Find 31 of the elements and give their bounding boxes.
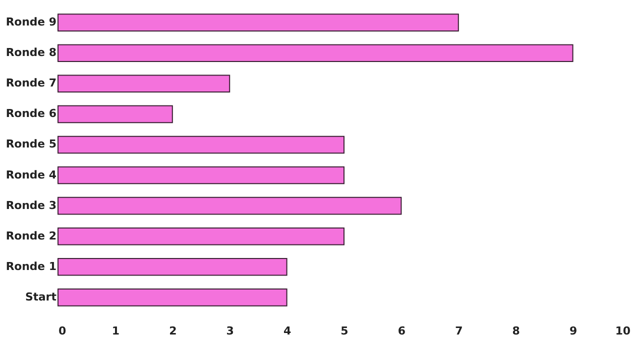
x-tick-label: 7 xyxy=(455,324,463,338)
x-tick-label: 1 xyxy=(112,324,120,338)
y-tick-label: Ronde 5 xyxy=(6,138,56,151)
x-tick-label: 2 xyxy=(169,324,177,338)
x-tick-label: 4 xyxy=(283,324,292,338)
bar xyxy=(58,74,230,93)
y-tick-label: Ronde 4 xyxy=(6,168,57,182)
bar xyxy=(58,105,173,124)
x-tick-label: 9 xyxy=(569,324,578,338)
bar xyxy=(58,227,344,246)
x-tick-label: 0 xyxy=(58,324,66,338)
y-tick-label: Ronde 9 xyxy=(6,16,56,29)
x-tick-label: 8 xyxy=(512,324,520,338)
bar xyxy=(58,136,344,154)
y-tick-label: Ronde 6 xyxy=(6,107,57,120)
x-tick-label: 10 xyxy=(615,324,631,338)
x-tick-label: 5 xyxy=(340,324,348,338)
bar xyxy=(58,288,288,306)
x-tick-label: 6 xyxy=(398,324,406,338)
bar xyxy=(58,166,344,184)
bar xyxy=(58,196,402,215)
y-tick-label: Ronde 1 xyxy=(6,260,56,273)
x-tick-label: 3 xyxy=(226,324,234,338)
y-tick-label: Start xyxy=(25,290,56,304)
y-tick-label: Ronde 8 xyxy=(6,46,56,60)
y-tick-label: Ronde 7 xyxy=(6,76,56,90)
y-tick-label: Ronde 3 xyxy=(6,198,56,212)
bar xyxy=(58,14,459,32)
y-tick-label: Ronde 2 xyxy=(6,229,56,242)
bar xyxy=(58,44,574,62)
bar xyxy=(58,258,288,276)
